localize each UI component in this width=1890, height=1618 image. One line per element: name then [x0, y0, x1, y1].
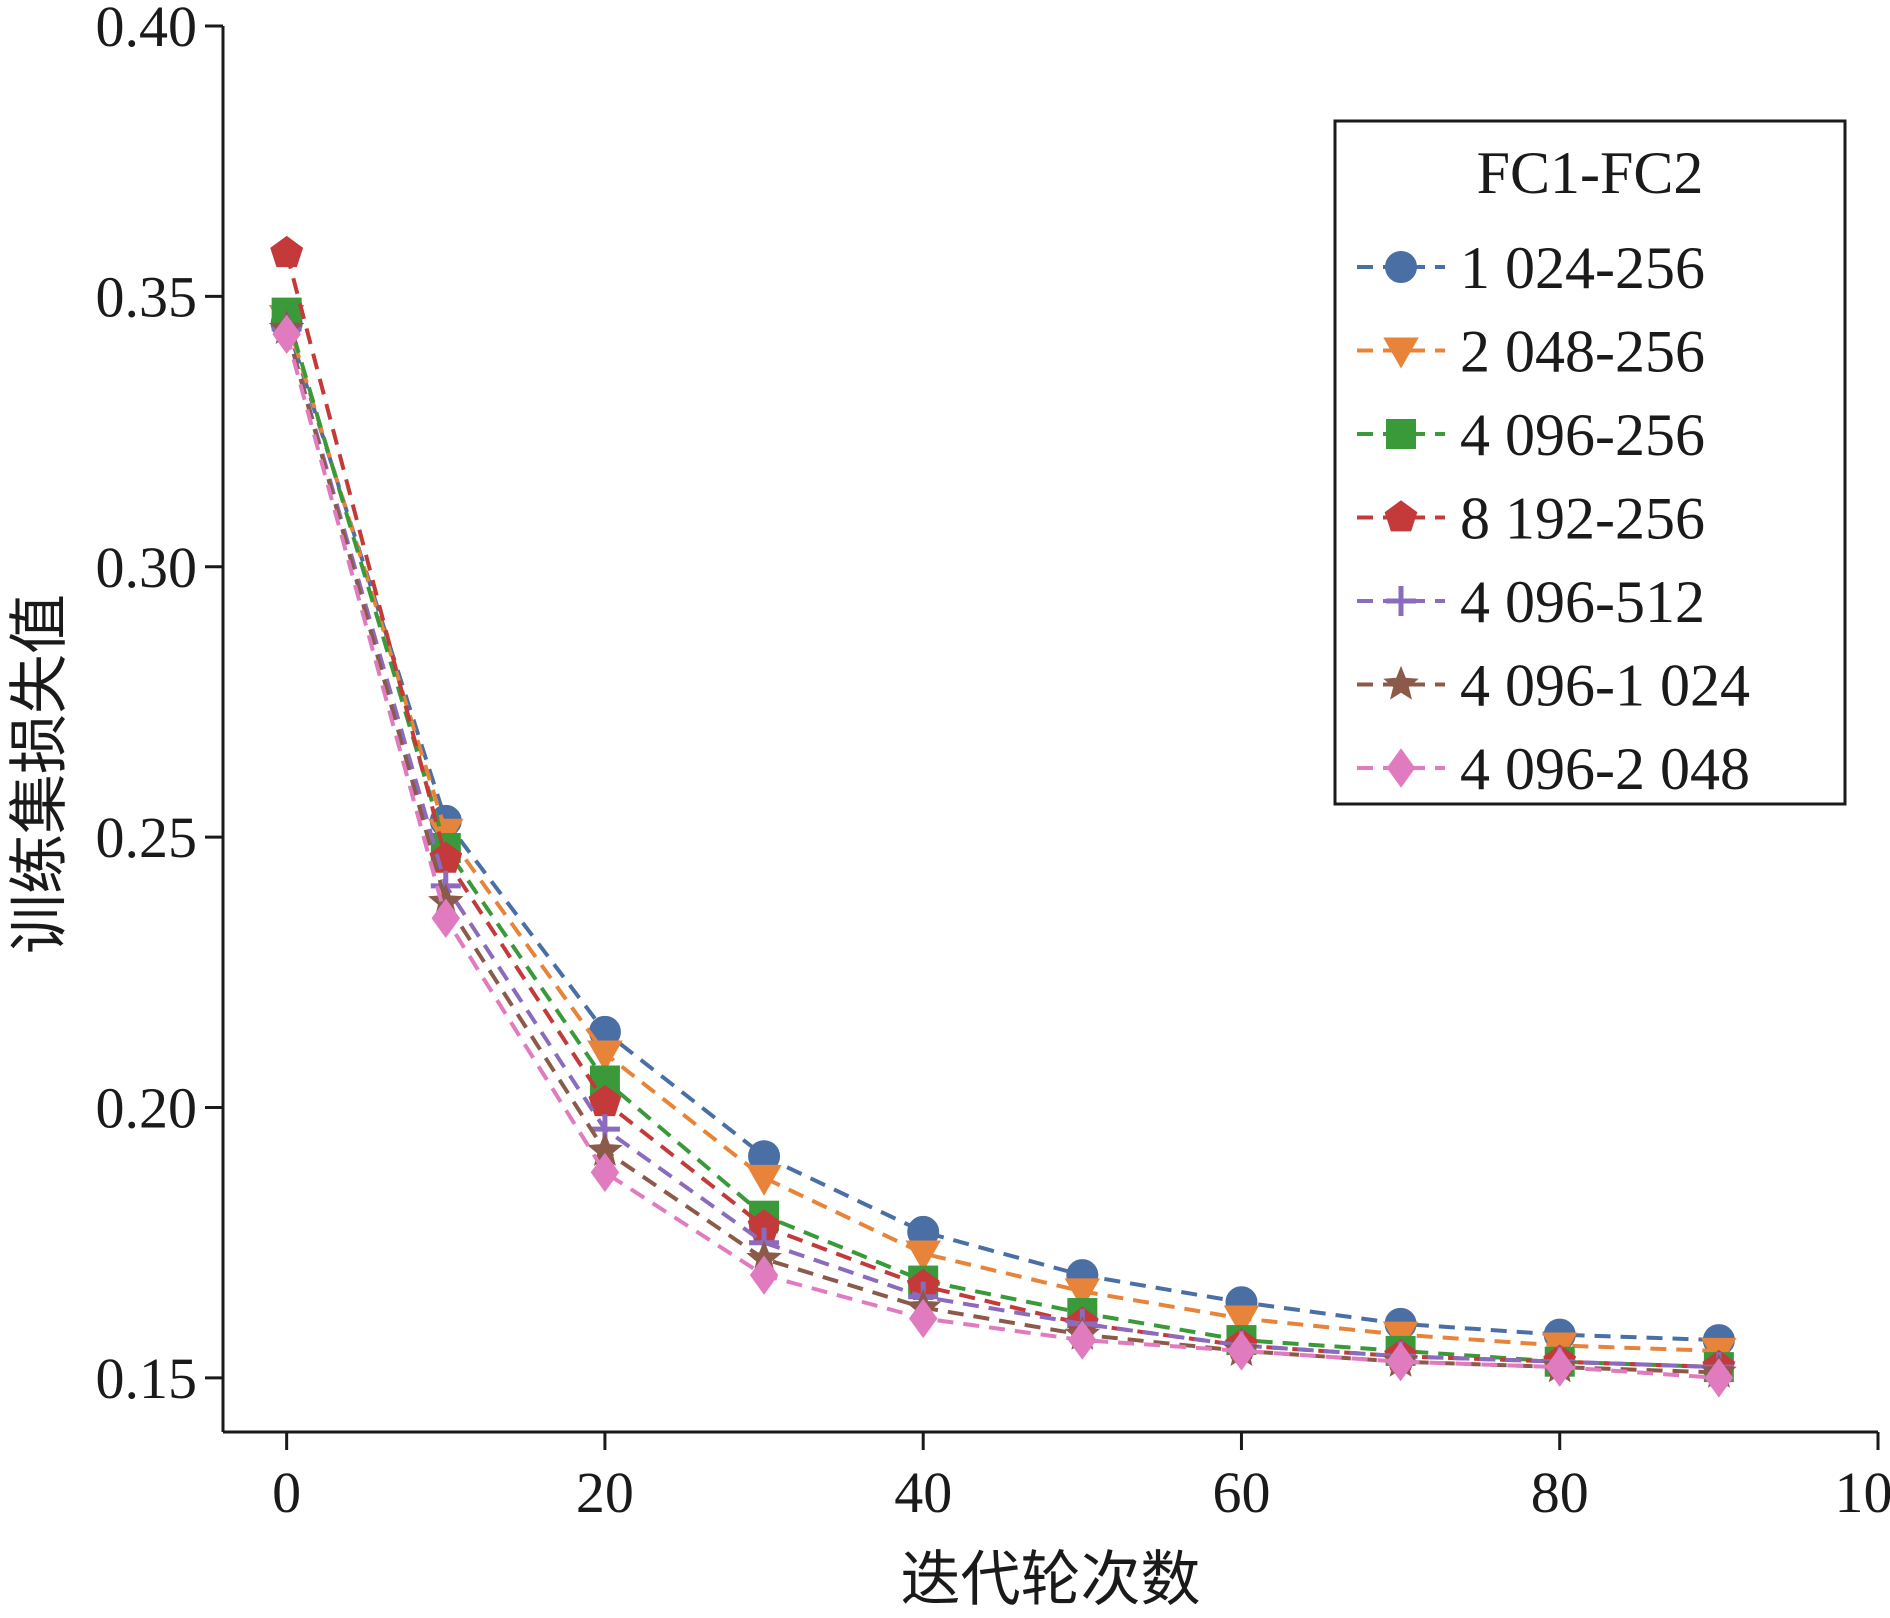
- data-point: [905, 1240, 941, 1272]
- legend-item: 4 096-512: [1357, 569, 1705, 635]
- legend-label: 4 096-1 024: [1460, 653, 1750, 719]
- x-tick-label: 100: [1835, 1460, 1890, 1525]
- legend-marker: [1385, 251, 1417, 283]
- series-line: [284, 322, 1719, 1343]
- legend-marker: [1386, 586, 1416, 616]
- legend: FC1-FC2 1 024-256 2 048-256 4 096-256 8 192-…: [1333, 119, 1847, 806]
- series-layer: [268, 235, 1737, 1398]
- series-line: [284, 312, 1719, 1370]
- data-point: [1068, 1320, 1097, 1360]
- legend-marker: [1386, 748, 1416, 788]
- legend-item: 1 024-256: [1357, 235, 1705, 301]
- y-tick-label: 0.25: [96, 805, 198, 870]
- legend-item: 4 096-1 024: [1357, 653, 1750, 719]
- legend-item: 8 192-256: [1357, 486, 1705, 552]
- data-point: [1545, 1347, 1574, 1387]
- data-point: [746, 1164, 782, 1196]
- series-line: [284, 333, 1720, 1380]
- data-point: [908, 1298, 938, 1339]
- x-tick-label: 40: [894, 1460, 952, 1525]
- legend-label: 8 192-256: [1460, 486, 1705, 552]
- x-tick-label: 0: [272, 1460, 301, 1525]
- legend-item: 4 096-256: [1357, 402, 1705, 468]
- x-tick-label: 80: [1531, 1460, 1589, 1525]
- legend-marker: [1383, 665, 1419, 700]
- y-tick-label: 0.20: [96, 1076, 198, 1141]
- legend-label: 4 096-512: [1460, 569, 1705, 635]
- legend-label: 2 048-256: [1460, 319, 1705, 385]
- data-point: [1064, 1278, 1101, 1310]
- legend-marker: [1384, 500, 1418, 532]
- data-point: [1704, 1358, 1734, 1398]
- series-line: [284, 328, 1719, 1370]
- data-point: [1223, 1305, 1260, 1337]
- data-point: [1386, 1341, 1415, 1382]
- legend-title: FC1-FC2: [1477, 140, 1704, 206]
- data-point: [270, 235, 304, 268]
- legend-box: [1333, 119, 1847, 806]
- x-axis-title: 迭代轮次数: [901, 1547, 1201, 1613]
- axes: 0 20 40 60 80 100 0.15 0.20 0.25 0.30 0.35 0.40: [96, 0, 1890, 1525]
- legend-item: 4 096-2 048: [1357, 736, 1750, 802]
- data-point: [587, 1040, 623, 1072]
- data-point: [749, 1255, 779, 1295]
- legend-label: 4 096-2 048: [1460, 736, 1750, 802]
- series-4096-2048: [272, 314, 1734, 1398]
- legend-marker: [1386, 419, 1416, 449]
- series-line: [284, 328, 1719, 1375]
- legend-item: 2 048-256: [1357, 319, 1705, 385]
- x-tick-label: 20: [576, 1460, 634, 1525]
- y-tick-label: 0.35: [96, 264, 198, 329]
- legend-label: 4 096-256: [1460, 402, 1705, 468]
- data-point: [272, 314, 301, 354]
- series-line: [284, 317, 1719, 1353]
- y-tick-label: 0.15: [96, 1346, 198, 1411]
- y-tick-label: 0.40: [96, 0, 198, 59]
- y-axis-title: 训练集损失值: [7, 594, 73, 954]
- legend-marker: [1383, 337, 1419, 369]
- data-point: [590, 1152, 620, 1193]
- data-point: [431, 898, 461, 938]
- x-tick-label: 60: [1212, 1460, 1270, 1525]
- data-point: [1227, 1331, 1256, 1371]
- y-tick-label: 0.30: [96, 535, 198, 600]
- legend-label: 1 024-256: [1460, 235, 1705, 301]
